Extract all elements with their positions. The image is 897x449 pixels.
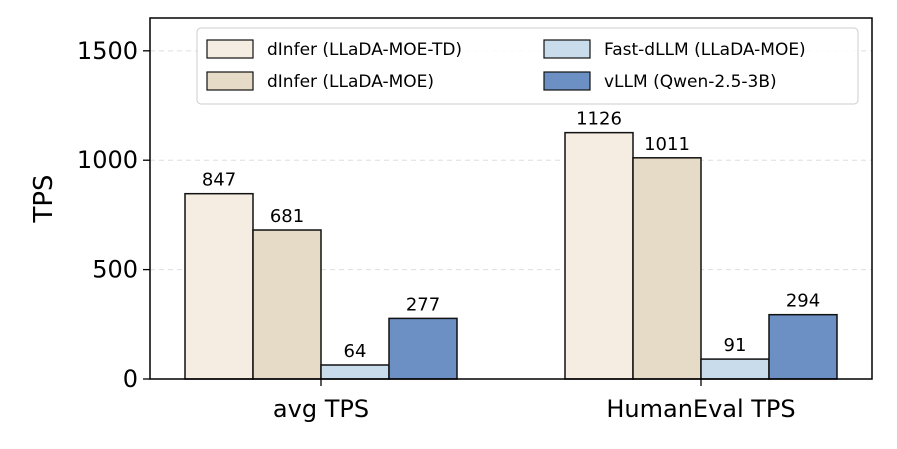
data-labels: 847 681 64 277 1126 1011 91 294 <box>202 109 820 362</box>
legend-label: dInfer (LLaDA-MOE) <box>267 72 434 92</box>
data-label: 64 <box>344 341 367 362</box>
bar <box>388 317 458 380</box>
y-axis-title: TPS <box>29 174 59 223</box>
x-tick-label: avg TPS <box>273 395 369 423</box>
legend-label: vLLM (Qwen-2.5-3B) <box>604 72 777 92</box>
y-tick-label: 1500 <box>77 37 138 65</box>
x-axis: avg TPS HumanEval TPS <box>273 379 796 423</box>
y-axis: 0 500 1000 1500 <box>77 37 150 393</box>
legend-swatch <box>543 39 591 59</box>
bar <box>564 131 634 380</box>
data-label: 294 <box>786 291 820 312</box>
plot-frame <box>149 17 873 380</box>
bar <box>700 358 770 380</box>
data-label: 1126 <box>576 109 622 130</box>
y-tick-label: 500 <box>92 256 138 284</box>
legend-box <box>196 27 859 105</box>
legend-swatch <box>543 71 591 91</box>
bar <box>632 157 702 380</box>
legend-swatch <box>206 39 254 59</box>
legend-label: Fast-dLLM (LLaDA-MOE) <box>604 40 806 60</box>
legend-label: dInfer (LLaDA-MOE-TD) <box>267 40 462 60</box>
bar <box>184 192 254 380</box>
y-tick-label: 1000 <box>77 146 138 174</box>
x-tick-label: HumanEval TPS <box>606 395 795 423</box>
bars <box>184 131 838 380</box>
data-label: 277 <box>406 294 440 315</box>
data-label: 847 <box>202 170 236 191</box>
data-label: 91 <box>724 335 747 356</box>
data-label: 681 <box>270 206 304 227</box>
data-label: 1011 <box>644 134 690 155</box>
legend-swatch <box>206 71 254 91</box>
bar <box>252 229 322 380</box>
legend: dInfer (LLaDA-MOE-TD) dInfer (LLaDA-MOE) F… <box>196 27 859 105</box>
y-tick-label: 0 <box>123 365 138 393</box>
bar <box>320 364 390 380</box>
bar <box>768 313 838 380</box>
